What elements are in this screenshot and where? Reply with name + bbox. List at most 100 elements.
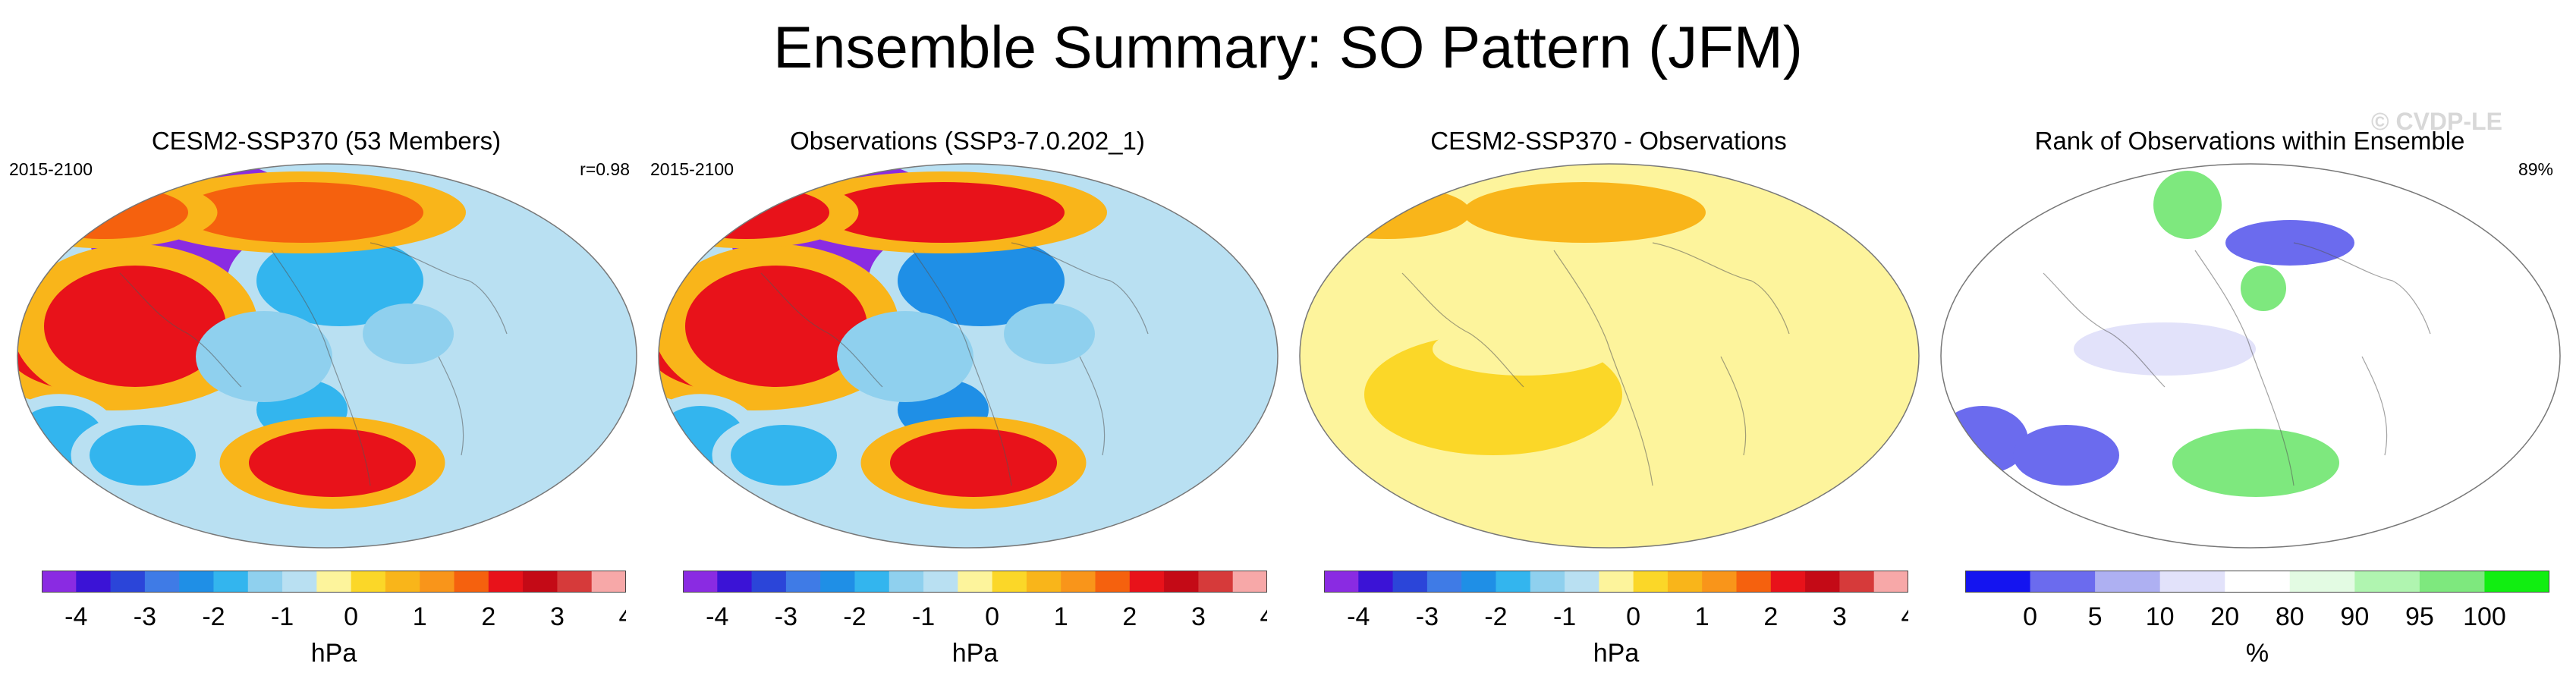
- map-contour-region: [1463, 182, 1706, 243]
- colorbar-frame: [1324, 571, 1908, 593]
- panel-title: Rank of Observations within Ensemble: [2034, 127, 2465, 155]
- colorbar-swatch: [1873, 571, 1909, 592]
- coastline: [2194, 250, 2294, 486]
- colorbar-swatch: [2225, 571, 2291, 592]
- colorbar-swatch: [110, 571, 146, 592]
- colorbar-swatch: [1565, 571, 1599, 592]
- colorbar-tick-label: 20: [2210, 602, 2239, 631]
- colorbar-swatch: [523, 571, 558, 592]
- colorbar-tick-label: 2: [481, 602, 495, 631]
- colorbar-swatch: [144, 571, 180, 592]
- colorbar-swatch: [2289, 571, 2355, 592]
- colorbar-swatch: [785, 571, 821, 592]
- colorbar-tick-label: 3: [550, 602, 565, 631]
- coastline: [2293, 242, 2431, 335]
- colorbar-tick-label: 2: [1122, 602, 1137, 631]
- coastline: [1652, 242, 1790, 335]
- map-contour-region: [898, 235, 1065, 326]
- map-outline: [658, 163, 1279, 549]
- colorbar-tick-label: 1: [1695, 602, 1709, 631]
- colorbar-tick-label: 0: [2023, 602, 2037, 631]
- map-rank-pattern: [1940, 163, 2561, 549]
- panel-title: CESM2-SSP370 (53 Members): [151, 127, 502, 155]
- colorbar-swatch: [1965, 571, 2031, 592]
- colorbar-tick-label: 0: [344, 602, 358, 631]
- coastline: [2361, 356, 2388, 456]
- colorbar-frame: [42, 571, 626, 593]
- colorbar-frame: [1965, 571, 2549, 593]
- coastline: [438, 356, 464, 456]
- panel-period-label: 2015-2100: [650, 159, 734, 179]
- coastline: [912, 250, 1012, 486]
- colorbar-swatch: [1461, 571, 1496, 592]
- colorbar-swatch: [1129, 571, 1165, 592]
- colorbar-tick-label: 90: [2340, 602, 2369, 631]
- colorbar-tick-label: 1: [413, 602, 427, 631]
- colorbar-tick-label: 95: [2405, 602, 2434, 631]
- map-contour-region: [2153, 171, 2222, 239]
- colorbar-swatch: [488, 571, 524, 592]
- colorbar-swatch: [351, 571, 386, 592]
- colorbar-unit-label: hPa: [1593, 639, 1640, 668]
- colorbar-swatch: [1026, 571, 1062, 592]
- colorbar-swatch: [1702, 571, 1738, 592]
- colorbar-swatch: [923, 571, 958, 592]
- coastline: [271, 250, 371, 486]
- colorbar-tick-label: 0: [1626, 602, 1640, 631]
- colorbar-swatch: [557, 571, 593, 592]
- colorbar-swatch: [1633, 571, 1669, 592]
- colorbar-unit-label: hPa: [951, 639, 999, 668]
- colorbar-swatch: [179, 571, 214, 592]
- colorbar-tick-label: 4: [619, 602, 626, 631]
- colorbar-swatch: [1164, 571, 1199, 592]
- map-contour-region: [2013, 425, 2119, 486]
- colorbar-swatch: [213, 571, 249, 592]
- colorbar-swatch: [683, 571, 718, 592]
- map-contour-region: [1417, 235, 1599, 311]
- colorbar-swatch: [591, 571, 627, 592]
- map-contour-region: [822, 182, 1065, 243]
- colorbar-rank: 0 5 10 20 80 90 95 100 %: [1965, 571, 2550, 673]
- map-contour-region: [363, 303, 454, 364]
- map-contour-region: [1304, 186, 1470, 239]
- colorbar-tick-label: 3: [1191, 602, 1206, 631]
- panel-title: CESM2-SSP370 - Observations: [1430, 127, 1787, 155]
- map-difference-pattern: [1299, 163, 1920, 549]
- colorbar-scale: -4 -3 -2 -1 0 1 2 3 4: [1324, 571, 1915, 631]
- panel-title: Observations (SSP3-7.0.202_1): [790, 127, 1145, 155]
- colorbar-swatch: [717, 571, 753, 592]
- colorbar-tick-label: 4: [1260, 602, 1267, 631]
- colorbar-scale: -4 -3 -2 -1 0 1 2 3 4: [683, 571, 1274, 631]
- colorbar-swatch: [1095, 571, 1131, 592]
- colorbar-tick-label: 80: [2276, 602, 2304, 631]
- colorbar-swatch: [1358, 571, 1394, 592]
- map-contour-region: [2241, 266, 2286, 311]
- map-contour-region: [21, 186, 188, 239]
- colorbar-swatch: [1736, 571, 1772, 592]
- colorbar-tick-label: -4: [1347, 602, 1370, 631]
- colorbar-swatch: [1530, 571, 1565, 592]
- map-contour-region: [90, 425, 196, 486]
- colorbar-swatch: [42, 571, 77, 592]
- colorbar-tick-label: -4: [706, 602, 728, 631]
- colorbar-swatch: [2484, 571, 2550, 592]
- map-contour-region: [890, 429, 1057, 497]
- map-contour-region: [196, 311, 332, 402]
- colorbar-swatch: [2419, 571, 2485, 592]
- map-outline: [1940, 163, 2561, 549]
- colorbar-unit-label: hPa: [310, 639, 357, 668]
- colorbar-swatch: [2030, 571, 2096, 592]
- colorbar-hpa-2: -4 -3 -2 -1 0 1 2 3 4 hPa: [683, 571, 1274, 673]
- map-contour-region: [685, 266, 867, 387]
- figure-title: Ensemble Summary: SO Pattern (JFM): [773, 14, 1803, 80]
- map-contour-region: [2172, 429, 2339, 497]
- map-outline: [1299, 163, 1920, 549]
- coastline: [1011, 242, 1149, 335]
- colorbar-swatch: [316, 571, 352, 592]
- colorbar-swatch: [2095, 571, 2161, 592]
- colorbar-swatch: [992, 571, 1027, 592]
- colorbar-tick-label: -3: [775, 602, 797, 631]
- watermark-text: © CVDP-LE: [2371, 108, 2502, 135]
- colorbar-swatch: [1198, 571, 1234, 592]
- colorbar-tick-label: 4: [1901, 602, 1908, 631]
